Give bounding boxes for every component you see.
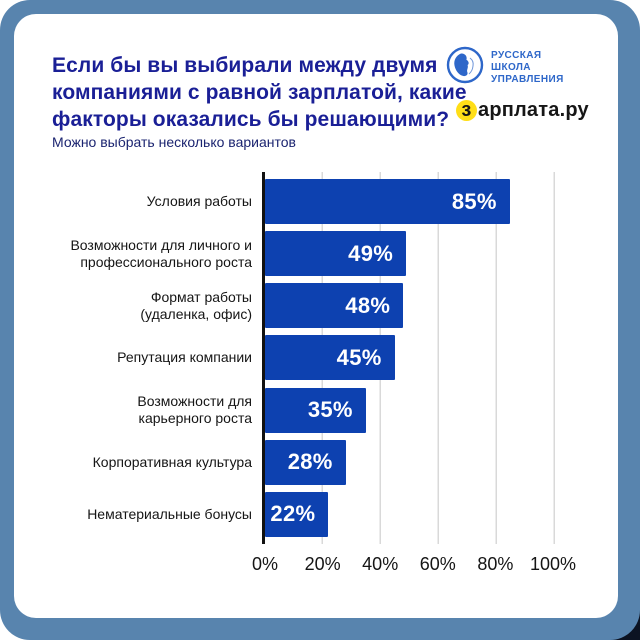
x-tick-label: 40% [362, 554, 399, 574]
zarplata-yellow-circle: з [456, 99, 477, 121]
rsu-logo-text: РУССКАЯ ШКОЛА УПРАВЛЕНИЯ [491, 49, 564, 85]
bar-value-label: 85% [451, 188, 497, 214]
chart-subtitle: Можно выбрать несколько вариантов [52, 134, 296, 150]
rsu-logo: РУССКАЯ ШКОЛА УПРАВЛЕНИЯ [446, 46, 596, 89]
bar-area: 85% 49% 48% 45% 35% 28% 22% [265, 172, 553, 544]
bar-label: Корпоративная культура [92, 453, 252, 470]
x-tick-label: 60% [419, 554, 456, 574]
chart-title: Если бы вы выбирали между двумя компания… [52, 54, 467, 131]
zarplata-logo: з арплата.ру [456, 99, 596, 122]
bar: 48% [265, 283, 404, 329]
zarplata-first-letter: з [461, 99, 472, 121]
bar-label-column: Условия работы Возможности для личного и … [36, 172, 252, 544]
bar-value-label: 35% [307, 397, 353, 423]
x-tick-label: 20% [304, 554, 341, 574]
bar-label: Возможности для личного и профессиональн… [70, 236, 252, 270]
x-tick-label: 100% [529, 554, 577, 574]
infographic-card: Если бы вы выбирали между двумя компания… [14, 14, 618, 618]
rsu-emblem-icon [446, 46, 484, 89]
brand-logos: РУССКАЯ ШКОЛА УПРАВЛЕНИЯ з арплата.ру [446, 46, 596, 122]
bar-label: Условия работы [146, 193, 252, 209]
x-ticks: 0% 20% 40% 60% 80% 100% [252, 554, 576, 578]
bar-label: Возможности для карьерного роста [137, 393, 252, 427]
zarplata-logo-text: арплата.ру [478, 99, 589, 121]
bar-value-label: 48% [345, 292, 391, 318]
bar: 35% [265, 387, 366, 433]
bar: 85% [265, 179, 510, 224]
bar-value-label: 45% [336, 344, 382, 370]
bar: 28% [265, 439, 346, 485]
bar-value-label: 49% [348, 240, 394, 266]
bar-label: Репутация компании [117, 349, 252, 366]
x-tick-label: 80% [477, 554, 514, 574]
bar: 45% [265, 335, 395, 381]
x-tick-label: 0% [251, 554, 279, 574]
bar: 49% [265, 231, 407, 277]
bar: 22% [265, 491, 329, 537]
bar-value-label: 22% [270, 501, 316, 527]
bar-label: Нематериальные бонусы [87, 505, 252, 522]
bar-label: Формат работы (удаленка, офис) [140, 288, 252, 322]
bar-value-label: 28% [287, 449, 333, 475]
